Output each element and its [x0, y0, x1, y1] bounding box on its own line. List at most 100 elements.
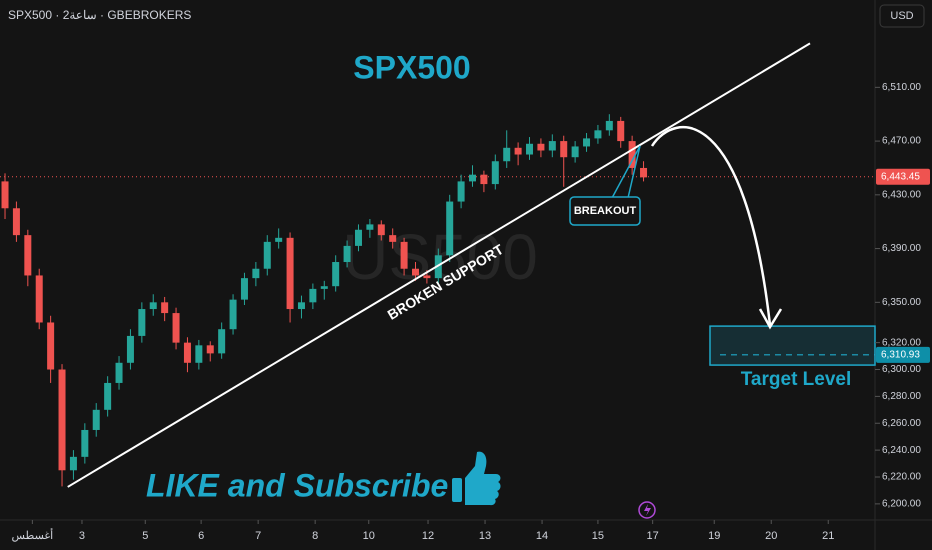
candle-body: [514, 147, 522, 155]
candle-body: [104, 382, 112, 410]
candle-body: [206, 345, 214, 354]
support-line: [67, 42, 811, 488]
chart-title: SPX500: [353, 49, 470, 85]
y-tick-label: 6,510.00: [882, 82, 921, 93]
target-label: Target Level: [741, 369, 852, 390]
price-tag-label: 6,310.93: [881, 349, 920, 360]
y-tick-label: 6,200.00: [882, 499, 921, 510]
candle-body: [1, 181, 9, 209]
price-tag: [876, 346, 930, 363]
event-bolt: [644, 504, 651, 516]
candle-body: [503, 147, 511, 162]
candle-body: [183, 342, 191, 363]
x-tick-label: 5: [142, 530, 148, 542]
x-tick-label: 15: [592, 530, 604, 542]
x-tick-label: 8: [312, 530, 318, 542]
candle-body: [24, 235, 32, 276]
candle-body: [548, 141, 556, 151]
candle-body: [12, 208, 20, 236]
candle-body: [229, 299, 237, 330]
candle-body: [423, 275, 431, 279]
candle-body: [617, 120, 625, 142]
y-tick-label: 6,390.00: [882, 243, 921, 254]
currency-label[interactable]: USD: [890, 10, 913, 22]
y-tick-label: 6,350.00: [882, 297, 921, 308]
x-tick-label: 17: [647, 530, 659, 542]
cta-text: LIKE and Subscribe: [146, 467, 448, 503]
candle-body: [309, 288, 317, 303]
candle-body: [332, 262, 340, 287]
plot: [0, 42, 876, 488]
x-tick-label: 20: [765, 530, 777, 542]
candle-body: [571, 146, 579, 158]
candle-body: [218, 329, 226, 354]
x-tick-label: 19: [708, 530, 720, 542]
y-tick-label: 6,320.00: [882, 337, 921, 348]
candle-body: [434, 255, 442, 279]
currency-button[interactable]: [879, 4, 925, 28]
callout-pointer: [627, 145, 641, 199]
x-tick-label: 12: [422, 530, 434, 542]
price-tag: [876, 168, 930, 185]
candle-body: [366, 224, 374, 230]
candle-body: [446, 201, 454, 256]
candle-body: [583, 138, 591, 147]
y-tick-label: 6,470.00: [882, 136, 921, 147]
symbol-header: SPX500 · 2ساعة · GBEBROKERS: [8, 8, 191, 22]
candle-body: [81, 429, 89, 457]
candle-body: [35, 275, 43, 323]
candle-body: [195, 345, 203, 363]
x-tick-label: أغسطس: [12, 528, 54, 542]
candle-body: [628, 141, 636, 168]
candle-body: [469, 174, 477, 182]
price-tag-label: 6,443.45: [881, 171, 920, 182]
candle-body: [240, 278, 248, 300]
candle-body: [58, 369, 66, 471]
x-tick-label: 13: [479, 530, 491, 542]
projection-arrow: [650, 126, 772, 326]
y-tick-label: 6,220.00: [882, 472, 921, 483]
candle-body: [457, 181, 465, 202]
y-tick-label: 6,430.00: [882, 189, 921, 200]
candle-body: [47, 322, 55, 370]
candle-body: [252, 268, 260, 279]
candle-body: [286, 237, 294, 310]
candle-body: [605, 120, 613, 131]
candle-body: [138, 309, 146, 336]
candle-body: [343, 245, 351, 263]
candle-body: [640, 167, 648, 178]
candle-body: [172, 313, 180, 343]
candle-body: [491, 161, 499, 185]
candle-body: [69, 456, 77, 471]
target-zone: [709, 325, 876, 366]
candle-body: [411, 268, 419, 276]
candle-body: [560, 141, 568, 158]
candle-body: [480, 174, 488, 185]
callout-pointer: [611, 145, 641, 199]
candle-body: [115, 362, 123, 383]
candle-body: [161, 302, 169, 314]
candle-body: [297, 302, 305, 310]
callout-text: BREAKOUT: [574, 205, 637, 217]
candle-body: [263, 241, 271, 269]
y-tick-label: 6,240.00: [882, 445, 921, 456]
arrow-head: [758, 308, 783, 330]
y-tick-label: 6,280.00: [882, 391, 921, 402]
x-tick-label: 21: [822, 530, 834, 542]
candle-body: [389, 235, 397, 242]
candle-body: [320, 286, 328, 289]
x-tick-label: 7: [255, 530, 261, 542]
x-tick-label: 14: [536, 530, 548, 542]
thumbs-up-icon: [452, 451, 501, 506]
candle-body: [354, 229, 362, 246]
candle-body: [92, 409, 100, 430]
y-tick-label: 6,260.00: [882, 418, 921, 429]
callout-box: [569, 196, 641, 226]
candle-body: [537, 143, 545, 151]
event-icon: [638, 501, 656, 519]
x-tick-label: 3: [79, 530, 85, 542]
candle-body: [126, 335, 134, 363]
candle-body: [149, 302, 157, 310]
